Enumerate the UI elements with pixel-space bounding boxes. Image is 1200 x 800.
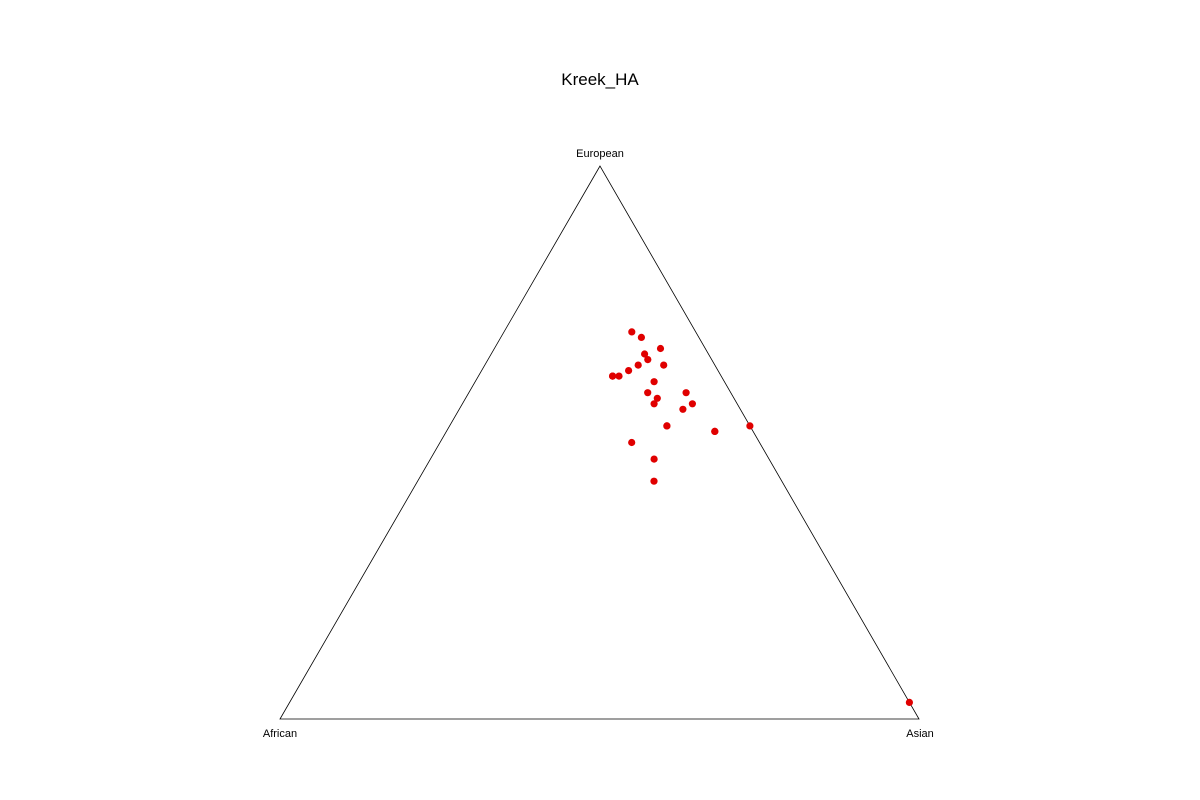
- data-point: [653, 394, 661, 402]
- data-point: [650, 477, 658, 485]
- data-point: [663, 422, 671, 430]
- vertex-label-asian: Asian: [906, 728, 934, 740]
- data-point: [688, 400, 697, 408]
- ternary-triangle: [279, 165, 920, 720]
- data-point: [650, 400, 658, 408]
- data-point: [746, 422, 754, 430]
- data-point: [679, 405, 687, 413]
- data-point: [625, 367, 633, 375]
- chart-title: Kreek_HA: [561, 70, 639, 89]
- data-point: [644, 356, 652, 364]
- data-point: [711, 427, 719, 435]
- data-point: [628, 328, 636, 336]
- data-point: [905, 698, 914, 707]
- data-point: [615, 372, 623, 380]
- vertex-label-african: African: [263, 728, 297, 740]
- data-point: [660, 361, 668, 369]
- data-points: [609, 328, 914, 707]
- data-point: [644, 389, 652, 397]
- data-point: [637, 333, 646, 341]
- data-point: [650, 455, 658, 463]
- data-point: [682, 389, 690, 397]
- data-point: [634, 361, 642, 369]
- data-point: [656, 344, 665, 353]
- data-point: [641, 350, 649, 358]
- data-point: [609, 372, 617, 380]
- data-point: [628, 438, 636, 447]
- vertex-label-european: European: [576, 148, 624, 160]
- data-point: [650, 378, 658, 386]
